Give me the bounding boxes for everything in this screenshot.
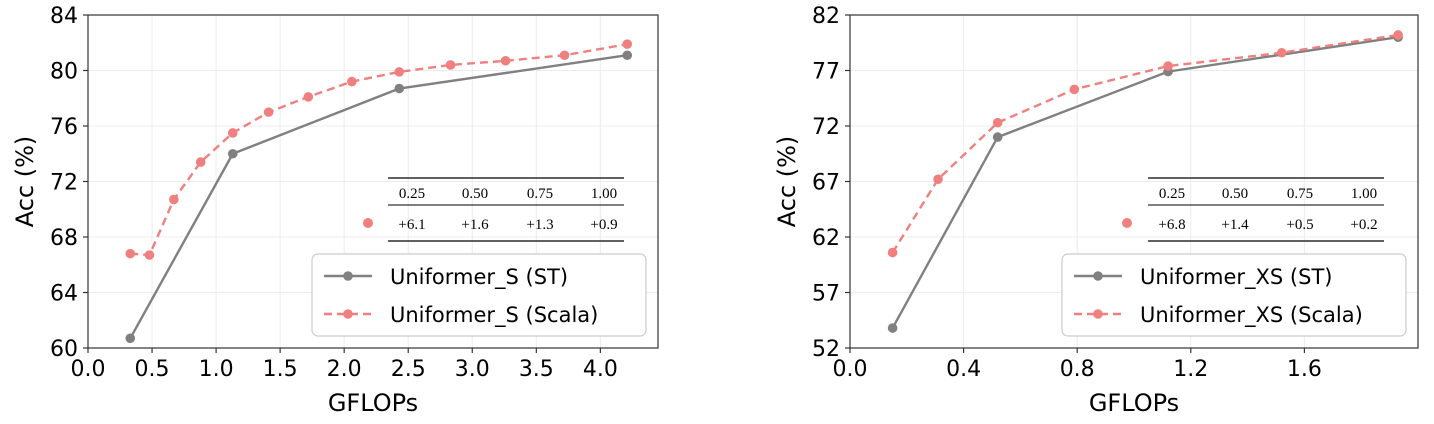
data-point-st — [887, 323, 898, 333]
table-header-cell: 0.75 — [527, 186, 553, 202]
data-point-scala — [622, 39, 633, 49]
y-tick-label: 84 — [50, 4, 78, 29]
y-tick-label: 77 — [812, 60, 840, 85]
table-value-cell: +0.5 — [1286, 217, 1313, 233]
y-tick-label: 57 — [812, 282, 840, 307]
data-point-scala — [195, 157, 206, 167]
y-axis-label: Acc (%) — [11, 136, 39, 228]
data-point-scala — [887, 247, 898, 258]
x-tick-label: 2.5 — [391, 357, 426, 382]
y-tick-label: 64 — [50, 282, 78, 307]
table-header-cell: 0.75 — [1287, 186, 1313, 202]
table-header-cell: 1.00 — [1351, 186, 1377, 202]
x-tick-label: 0.5 — [135, 357, 170, 382]
data-point-scala — [1163, 61, 1173, 71]
table-marker — [363, 218, 373, 228]
x-axis-label: GFLOPs — [1089, 389, 1179, 417]
table-value-cell: +6.1 — [398, 217, 425, 233]
data-point-scala — [559, 50, 570, 61]
data-point-scala — [1069, 84, 1080, 95]
table-value-cell: +1.3 — [526, 217, 553, 233]
y-tick-label: 72 — [812, 115, 840, 140]
chart-right: 0.0 0.4 0.8 1.2 1.6 52 57 62 67 72 77 82 GFLOPs Acc (… — [773, 4, 1419, 417]
legend-label: Uniformer_XS (Scala) — [1140, 303, 1363, 328]
legend-box — [1061, 253, 1407, 337]
x-axis-label: GFLOPs — [328, 389, 418, 417]
x-tick-label: 3.5 — [519, 357, 554, 382]
x-tick-label: 1.2 — [1173, 357, 1208, 382]
legend: Uniformer_XS (ST) Uniformer_XS (Scala) — [1061, 253, 1407, 337]
data-point-scala — [303, 92, 314, 102]
table-header-cell: 0.25 — [399, 186, 425, 202]
x-tick-label: 0.8 — [1060, 357, 1095, 382]
data-point-scala — [992, 117, 1003, 128]
x-tick-label: 1.6 — [1287, 357, 1322, 382]
data-point-scala — [394, 67, 405, 77]
data-point-scala — [500, 55, 511, 66]
chart-left: 0.0 0.5 1.0 1.5 2.0 2.5 3.0 3.5 4.0 60 64 68 72 76 80 8… — [11, 4, 659, 417]
legend-label: Uniformer_S (ST) — [390, 265, 568, 290]
data-point-scala — [144, 250, 155, 260]
data-point-scala — [169, 194, 179, 205]
legend: Uniformer_S (ST) Uniformer_S (Scala) — [311, 253, 647, 337]
gain-table: 0.25 0.50 0.75 1.00 +6.1 +1.6 +1.3 +0.9 — [363, 177, 624, 242]
y-tick-label: 60 — [50, 337, 78, 362]
data-point-scala — [933, 174, 943, 185]
x-tick-label: 0.4 — [946, 357, 981, 382]
series-line-scala — [891, 33, 1399, 254]
table-value-cell: +1.4 — [1221, 217, 1249, 233]
x-tick-label: 3.0 — [455, 357, 490, 382]
y-tick-label: 80 — [50, 60, 78, 85]
table-header-cell: 1.00 — [591, 186, 617, 202]
legend-swatch-marker — [1093, 271, 1103, 281]
legend-box — [311, 253, 647, 337]
data-point-scala — [347, 76, 357, 87]
legend-swatch-marker — [343, 309, 353, 319]
data-point-scala — [1276, 47, 1287, 58]
table-marker — [1122, 218, 1132, 228]
x-tick-label: 0.0 — [71, 357, 106, 382]
table-header-cell: 0.50 — [1222, 186, 1248, 202]
x-tick-label: 0.0 — [833, 357, 868, 382]
y-axis-label: Acc (%) — [773, 136, 801, 228]
data-point-st — [227, 148, 238, 159]
x-tick-label: 1.5 — [263, 357, 298, 382]
y-tick-label: 76 — [50, 115, 78, 140]
legend-swatch-marker — [1093, 309, 1103, 319]
y-tick-label: 67 — [812, 171, 840, 196]
y-tick-label: 72 — [50, 171, 78, 196]
x-tick-label: 4.0 — [583, 357, 618, 382]
data-point-scala — [227, 128, 238, 138]
y-tick-label: 62 — [812, 226, 840, 251]
data-point-st — [992, 132, 1003, 142]
series-line-st — [129, 54, 628, 339]
x-tick-label: 1.0 — [199, 357, 234, 382]
table-value-cell: +6.8 — [1158, 217, 1185, 233]
y-tick-label: 82 — [812, 4, 840, 29]
table-header-cell: 0.25 — [1159, 186, 1185, 202]
data-point-scala — [1393, 30, 1403, 40]
data-point-st — [394, 83, 405, 94]
data-point-scala — [125, 248, 136, 259]
x-tick-label: 2.0 — [327, 357, 362, 382]
table-header-cell: 0.50 — [462, 186, 488, 202]
table-value-cell: +1.6 — [461, 217, 489, 233]
table-value-cell: +0.9 — [590, 217, 617, 233]
data-point-scala — [263, 107, 274, 117]
table-value-cell: +0.2 — [1350, 217, 1377, 233]
gain-table: 0.25 0.50 0.75 1.00 +6.8 +1.4 +0.5 +0.2 — [1122, 177, 1384, 242]
data-point-scala — [445, 60, 456, 70]
legend-label: Uniformer_S (Scala) — [390, 303, 598, 328]
y-tick-label: 52 — [812, 337, 840, 362]
legend-swatch-marker — [343, 271, 353, 281]
y-tick-label: 68 — [50, 226, 78, 251]
data-point-st — [622, 50, 633, 61]
data-point-st — [125, 333, 136, 344]
legend-label: Uniformer_XS (ST) — [1140, 265, 1332, 290]
